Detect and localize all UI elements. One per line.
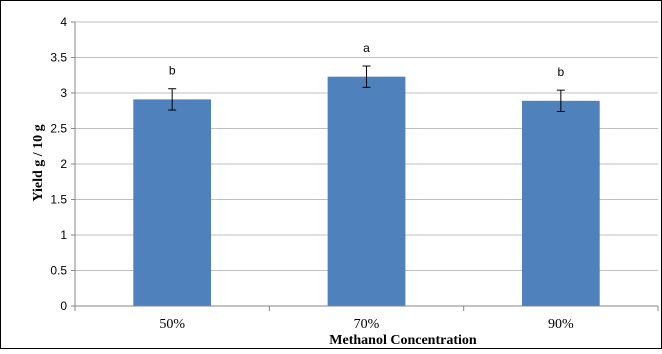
y-tick-label: 0 bbox=[60, 299, 67, 313]
y-tick-label: 1.5 bbox=[50, 193, 67, 207]
bar bbox=[327, 76, 406, 306]
y-tick-label: 4 bbox=[60, 15, 67, 29]
bar bbox=[133, 99, 212, 306]
x-axis-title: Methanol Concentration bbox=[329, 333, 477, 348]
x-category-label: 90% bbox=[548, 317, 574, 332]
y-tick-label: 3 bbox=[60, 86, 67, 100]
axes bbox=[71, 21, 659, 311]
bar bbox=[521, 100, 600, 306]
x-category-label: 50% bbox=[159, 317, 185, 332]
y-tick-label: 2.5 bbox=[50, 122, 67, 136]
x-category-label: 70% bbox=[354, 317, 380, 332]
bars bbox=[133, 65, 600, 306]
significance-label: b bbox=[557, 65, 564, 79]
significance-label: a bbox=[363, 41, 370, 55]
labels: 0 0.5 1 1.5 2 2.5 3 3.5 4 b 50% a 70% b 90% bbox=[50, 15, 574, 332]
y-axis-title: Yield g / 10 g bbox=[31, 124, 46, 201]
y-tick-label: 2 bbox=[60, 157, 67, 171]
y-tick-label: 3.5 bbox=[50, 51, 67, 65]
y-tick-label: 1 bbox=[60, 228, 67, 242]
y-tick-label: 0.5 bbox=[50, 264, 67, 278]
significance-label: b bbox=[169, 64, 176, 78]
